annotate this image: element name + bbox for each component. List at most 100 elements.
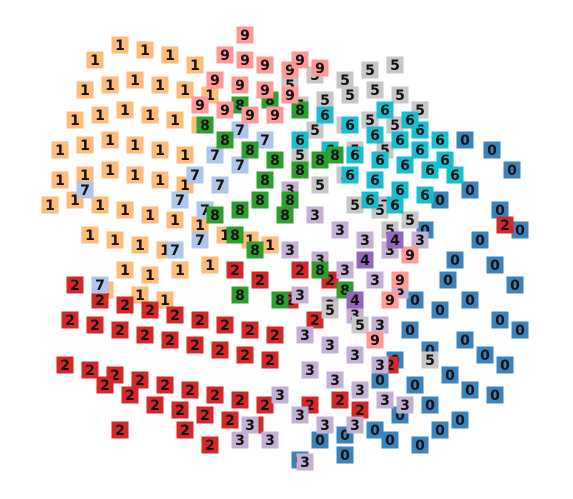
point-digit-label: 2	[65, 313, 75, 329]
point-tile	[416, 186, 434, 204]
point-tile	[171, 261, 189, 279]
point-tile	[221, 411, 239, 429]
point-digit-3-23: 3	[291, 406, 309, 424]
point-digit-7-4: 7	[186, 166, 204, 184]
point-digit-label: 2	[85, 363, 95, 379]
point-digit-6-18: 6	[361, 191, 379, 209]
point-tile	[401, 111, 419, 129]
point-digit-5-9: 5	[391, 86, 409, 104]
point-tile	[241, 106, 259, 124]
point-digit-8-3: 8	[196, 116, 214, 134]
point-tile	[216, 316, 234, 334]
point-tile	[361, 111, 379, 129]
point-tile	[356, 231, 374, 249]
point-digit-0-1: 0	[483, 141, 501, 159]
point-digit-label: 5	[285, 78, 295, 94]
point-tile	[206, 146, 224, 164]
point-digit-label: 9	[315, 61, 325, 77]
point-digit-2-42: 2	[306, 311, 324, 329]
point-digit-0-5: 0	[511, 221, 529, 239]
point-digit-label: 3	[325, 338, 335, 354]
point-digit-5-7: 5	[341, 86, 359, 104]
point-tile	[251, 191, 269, 209]
point-digit-3-1: 3	[306, 206, 324, 224]
point-digit-label: 7	[170, 243, 180, 259]
point-digit-label: 3	[265, 433, 275, 449]
point-digit-label: 1	[120, 203, 130, 219]
point-digit-label: 8	[260, 173, 270, 189]
point-digit-label: 6	[440, 153, 450, 169]
point-digit-label: 9	[245, 108, 255, 124]
point-digit-1-7: 1	[126, 71, 144, 89]
point-digit-label: 5	[365, 63, 375, 79]
point-tile	[491, 311, 509, 329]
point-digit-label: 0	[420, 223, 430, 239]
point-digit-label: 4	[350, 293, 360, 309]
point-digit-label: 6	[370, 128, 380, 144]
point-digit-8-11: 8	[281, 191, 299, 209]
point-digit-3-32: 3	[411, 231, 429, 249]
point-tile	[231, 286, 249, 304]
point-tile	[381, 431, 399, 449]
point-digit-2-14: 2	[186, 336, 204, 354]
point-digit-6-1: 6	[341, 116, 359, 134]
point-tile	[176, 146, 194, 164]
point-tile	[336, 71, 354, 89]
point-digit-label: 1	[105, 78, 115, 94]
point-tile	[276, 206, 294, 224]
point-digit-label: 1	[170, 213, 180, 229]
point-digit-label: 3	[415, 233, 425, 249]
point-tile	[206, 206, 224, 224]
point-digit-label: 0	[487, 143, 497, 159]
point-digit-label: 8	[315, 153, 325, 169]
point-digit-1-2: 1	[136, 41, 154, 59]
point-tile	[311, 431, 329, 449]
point-tile	[351, 401, 369, 419]
point-tile	[161, 46, 179, 64]
point-tile	[141, 106, 159, 124]
point-tile	[336, 261, 354, 279]
point-tile	[281, 86, 299, 104]
point-tile	[216, 131, 234, 149]
point-digit-9-10: 9	[216, 101, 234, 119]
point-digit-label: 0	[480, 348, 490, 364]
point-tile	[136, 41, 154, 59]
point-tile	[101, 76, 119, 94]
point-tile	[386, 196, 404, 214]
point-digit-3-17: 3	[371, 356, 389, 374]
point-digit-2-38: 2	[251, 271, 269, 289]
point-tile	[421, 161, 439, 179]
point-digit-1-34: 1	[166, 211, 184, 229]
point-digit-0-18: 0	[441, 366, 459, 384]
point-digit-1-23: 1	[51, 171, 69, 189]
point-digit-label: 1	[140, 43, 150, 59]
point-digit-3-10: 3	[291, 286, 309, 304]
point-digit-6-5: 6	[431, 131, 449, 149]
point-digit-label: 3	[350, 348, 360, 364]
point-tile	[431, 301, 449, 319]
point-digit-label: 3	[285, 243, 295, 259]
point-tile	[61, 311, 79, 329]
point-digit-6-0: 6	[316, 106, 334, 124]
point-digit-label: 3	[380, 393, 390, 409]
point-digit-2-31: 2	[196, 406, 214, 424]
point-digit-8-18: 8	[231, 286, 249, 304]
point-digit-label: 8	[250, 243, 260, 259]
point-tile	[396, 156, 414, 174]
point-digit-7-9: 7	[76, 181, 94, 199]
point-tile	[456, 331, 474, 349]
point-digit-9-5: 9	[311, 59, 329, 77]
point-digit-label: 1	[145, 208, 155, 224]
point-digit-2-28: 2	[121, 386, 139, 404]
point-digit-5-6: 5	[316, 91, 334, 109]
point-tile	[371, 151, 389, 169]
point-digit-2-46: 2	[351, 401, 369, 419]
point-digit-label: 3	[295, 408, 305, 424]
point-digit-9-16: 9	[381, 291, 399, 309]
point-tile	[256, 81, 274, 99]
point-tile	[231, 121, 249, 139]
point-digit-label: 4	[390, 233, 400, 249]
point-digit-label: 2	[115, 323, 125, 339]
point-digit-label: 3	[400, 398, 410, 414]
point-digit-label: 2	[120, 298, 130, 314]
